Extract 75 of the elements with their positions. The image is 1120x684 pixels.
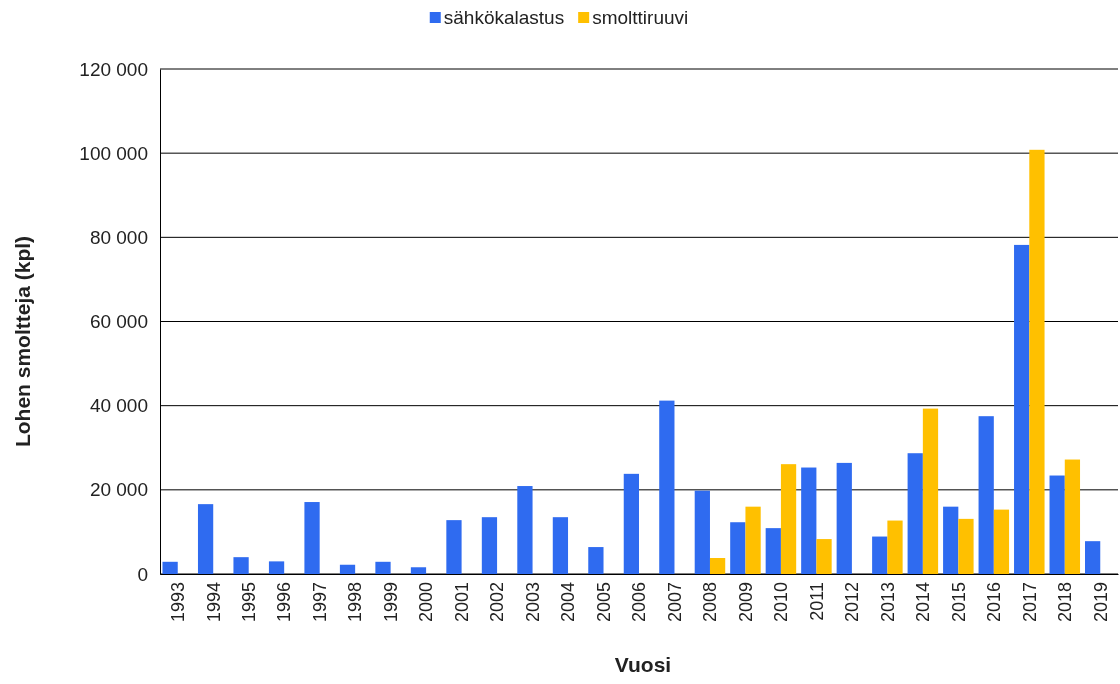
bar bbox=[304, 502, 320, 574]
bar bbox=[1085, 541, 1101, 574]
bar bbox=[268, 561, 285, 574]
x-axis-title: Vuosi bbox=[614, 653, 672, 676]
x-tick-label: 2006 bbox=[629, 582, 650, 623]
bar bbox=[730, 522, 746, 574]
bar bbox=[375, 561, 391, 574]
bar bbox=[765, 528, 781, 574]
bar bbox=[709, 558, 726, 574]
bar bbox=[552, 517, 569, 574]
x-tick-label: 2008 bbox=[700, 582, 721, 623]
bar bbox=[1064, 459, 1081, 574]
x-tick-label: 2009 bbox=[735, 582, 756, 623]
x-tick-label: 1999 bbox=[380, 582, 401, 623]
x-tick-label: 2012 bbox=[842, 582, 863, 623]
bar bbox=[993, 509, 1010, 574]
x-tick-label: 2005 bbox=[593, 582, 614, 623]
bar bbox=[588, 547, 604, 574]
x-tick-label: 2017 bbox=[1019, 582, 1040, 623]
x-tick-label: 2013 bbox=[877, 582, 898, 623]
bar bbox=[872, 536, 888, 574]
y-tick-label: 100 000 bbox=[79, 142, 148, 164]
x-tick-label: 2011 bbox=[806, 582, 827, 621]
y-axis-title: Lohen smoltteja (kpl) bbox=[11, 235, 34, 448]
bar bbox=[1049, 475, 1065, 574]
bar bbox=[978, 416, 994, 574]
y-tick-label: 40 000 bbox=[89, 395, 148, 417]
x-tick-label: 1995 bbox=[239, 582, 259, 623]
bar bbox=[780, 464, 797, 574]
bar bbox=[1014, 244, 1030, 574]
bar bbox=[197, 504, 214, 574]
x-tick-label: 2001 bbox=[451, 582, 472, 623]
bar bbox=[339, 564, 356, 574]
legend-label: smolttiruuvi bbox=[592, 7, 689, 28]
bar bbox=[410, 567, 427, 574]
bar bbox=[836, 462, 852, 574]
bar bbox=[943, 506, 959, 574]
bar bbox=[887, 520, 903, 574]
x-tick-label: 2007 bbox=[664, 582, 685, 623]
x-tick-label: 2016 bbox=[984, 582, 1005, 623]
bar bbox=[233, 557, 249, 574]
x-tick-label: 1994 bbox=[203, 582, 224, 623]
bar bbox=[745, 506, 761, 574]
bar bbox=[694, 490, 710, 574]
bar bbox=[623, 473, 639, 574]
x-tick-label: 1996 bbox=[274, 582, 295, 623]
bar bbox=[162, 561, 178, 574]
x-tick-label: 2015 bbox=[948, 582, 969, 623]
bar bbox=[922, 408, 939, 574]
bar bbox=[801, 467, 817, 574]
bar bbox=[1029, 149, 1045, 574]
x-tick-label: 2018 bbox=[1055, 582, 1076, 623]
x-tick-label: 2002 bbox=[487, 582, 508, 623]
bar bbox=[481, 517, 498, 574]
x-tick-label: 2010 bbox=[771, 582, 792, 623]
y-tick-label: 120 000 bbox=[79, 58, 148, 80]
bar bbox=[446, 520, 462, 574]
y-tick-label: 60 000 bbox=[89, 311, 148, 333]
y-tick-label: 20 000 bbox=[89, 479, 148, 501]
y-tick-label: 80 000 bbox=[89, 226, 148, 248]
bar bbox=[907, 453, 923, 574]
y-tick-label: 0 bbox=[137, 563, 148, 585]
x-tick-label: 2003 bbox=[522, 582, 543, 623]
bar bbox=[517, 486, 533, 574]
bar bbox=[816, 539, 832, 574]
x-tick-label: 1997 bbox=[309, 582, 330, 623]
legend-label: sähkökalastus bbox=[443, 7, 565, 28]
bar bbox=[958, 518, 974, 574]
x-tick-label: 2014 bbox=[913, 582, 934, 623]
x-tick-label: 2019 bbox=[1090, 582, 1111, 623]
x-tick-label: 1993 bbox=[168, 582, 189, 623]
x-tick-label: 2004 bbox=[558, 582, 579, 623]
x-tick-label: 2000 bbox=[416, 582, 437, 623]
x-tick-label: 1998 bbox=[345, 582, 366, 623]
bar bbox=[659, 400, 675, 574]
